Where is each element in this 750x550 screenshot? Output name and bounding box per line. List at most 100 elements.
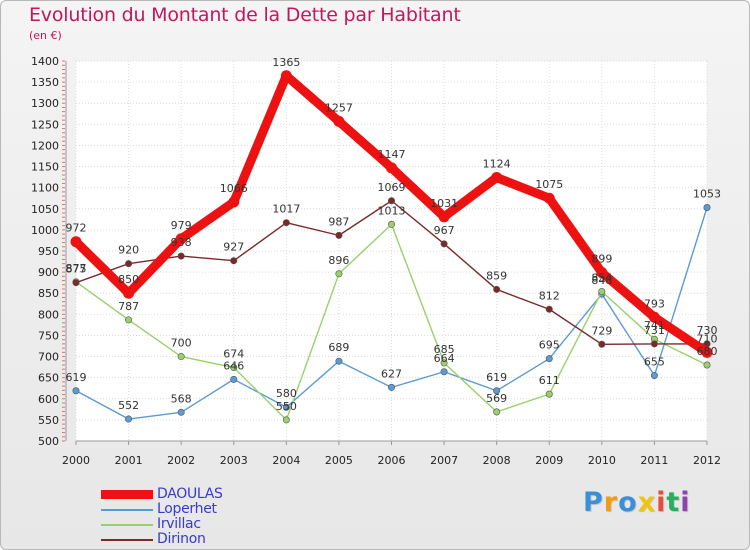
legend-item-loperhet: Loperhet bbox=[101, 501, 321, 517]
data-point-irvillac bbox=[387, 220, 395, 228]
y-tick-label: 550 bbox=[38, 414, 59, 427]
y-tick-label: 1000 bbox=[31, 224, 59, 237]
data-label-dirinon: 859 bbox=[486, 269, 507, 282]
logo-letter: i bbox=[680, 487, 691, 518]
data-point-irvillac bbox=[545, 390, 553, 398]
logo-letter: x bbox=[637, 487, 657, 518]
data-point-dirinon bbox=[598, 340, 606, 348]
y-tick-label: 650 bbox=[38, 372, 59, 385]
data-label-daoulas: 1365 bbox=[272, 56, 300, 69]
y-tick-label: 1250 bbox=[31, 118, 59, 131]
data-label-loperhet: 580 bbox=[276, 387, 297, 400]
data-label-loperhet: 619 bbox=[486, 371, 507, 384]
data-point-irvillac bbox=[440, 359, 448, 367]
x-tick-label: 2011 bbox=[640, 454, 668, 467]
data-label-irvillac: 896 bbox=[328, 254, 349, 267]
data-point-dirinon bbox=[125, 260, 133, 268]
logo-letter: r bbox=[603, 487, 619, 518]
data-label-loperhet: 655 bbox=[644, 356, 665, 369]
data-label-dirinon: 927 bbox=[223, 241, 244, 254]
y-tick-label: 800 bbox=[38, 308, 59, 321]
data-point-daoulas bbox=[438, 211, 450, 223]
data-point-daoulas bbox=[280, 70, 292, 82]
data-label-irvillac: 787 bbox=[118, 300, 139, 313]
data-point-loperhet bbox=[72, 387, 80, 395]
y-tick-label: 750 bbox=[38, 329, 59, 342]
data-point-irvillac bbox=[125, 316, 133, 324]
data-point-loperhet bbox=[335, 357, 343, 365]
data-point-irvillac bbox=[230, 364, 238, 372]
y-tick-label: 850 bbox=[38, 287, 59, 300]
chart-title: Evolution du Montant de la Dette par Hab… bbox=[29, 4, 461, 26]
data-label-loperhet: 664 bbox=[434, 352, 455, 365]
data-point-dirinon bbox=[335, 231, 343, 239]
data-label-loperhet: 627 bbox=[381, 367, 402, 380]
y-tick-label: 500 bbox=[38, 435, 59, 448]
x-tick-label: 2001 bbox=[115, 454, 143, 467]
data-label-irvillac: 1013 bbox=[378, 204, 406, 217]
data-label-irvillac: 700 bbox=[171, 337, 192, 350]
data-point-loperhet bbox=[650, 372, 658, 380]
logo-letter: o bbox=[618, 487, 638, 518]
data-label-loperhet: 619 bbox=[66, 371, 87, 384]
data-label-dirinon: 1069 bbox=[378, 181, 406, 194]
data-label-irvillac: 741 bbox=[644, 319, 665, 332]
data-point-daoulas bbox=[596, 267, 608, 279]
data-point-loperhet bbox=[493, 387, 501, 395]
data-label-irvillac: 877 bbox=[66, 262, 87, 275]
y-tick-label: 700 bbox=[38, 351, 59, 364]
y-tick-label: 1100 bbox=[31, 182, 59, 195]
y-tick-label: 1150 bbox=[31, 161, 59, 174]
data-point-irvillac bbox=[282, 416, 290, 424]
data-point-loperhet bbox=[177, 408, 185, 416]
y-tick-label: 900 bbox=[38, 266, 59, 279]
data-point-daoulas bbox=[701, 346, 713, 358]
data-label-irvillac: 550 bbox=[276, 400, 297, 413]
x-tick-label: 2008 bbox=[483, 454, 511, 467]
data-point-loperhet bbox=[230, 375, 238, 383]
data-point-dirinon bbox=[387, 197, 395, 205]
data-point-dirinon bbox=[72, 279, 80, 287]
proxiti-logo: Proxiti bbox=[583, 487, 691, 518]
legend-swatch bbox=[101, 539, 153, 541]
data-label-loperhet: 848 bbox=[591, 274, 612, 287]
data-point-dirinon bbox=[493, 285, 501, 293]
data-label-daoulas: 972 bbox=[66, 222, 87, 235]
x-tick-label: 2006 bbox=[378, 454, 406, 467]
logo-letter: t bbox=[666, 487, 681, 518]
x-tick-label: 2004 bbox=[272, 454, 300, 467]
data-point-irvillac bbox=[493, 408, 501, 416]
y-tick-label: 950 bbox=[38, 245, 59, 258]
x-tick-label: 2003 bbox=[220, 454, 248, 467]
data-label-dirinon: 730 bbox=[697, 324, 718, 337]
data-point-loperhet bbox=[545, 355, 553, 363]
data-point-loperhet bbox=[387, 383, 395, 391]
data-label-daoulas: 1124 bbox=[483, 158, 511, 171]
x-tick-label: 2007 bbox=[430, 454, 458, 467]
y-tick-label: 1200 bbox=[31, 139, 59, 152]
data-point-dirinon bbox=[177, 252, 185, 260]
data-label-daoulas: 1257 bbox=[325, 101, 353, 114]
legend-swatch bbox=[101, 524, 153, 526]
data-label-daoulas: 710 bbox=[697, 332, 718, 345]
data-point-daoulas bbox=[175, 233, 187, 245]
data-point-loperhet bbox=[440, 368, 448, 376]
legend-item-dirinon: Dirinon bbox=[101, 531, 321, 547]
data-label-daoulas: 899 bbox=[591, 253, 612, 266]
data-label-irvillac: 680 bbox=[697, 345, 718, 358]
data-label-dirinon: 987 bbox=[328, 215, 349, 228]
legend-label: Loperhet bbox=[157, 501, 217, 517]
data-label-loperhet: 646 bbox=[223, 359, 244, 372]
data-label-irvillac: 674 bbox=[223, 348, 244, 361]
data-label-dirinon: 1017 bbox=[272, 203, 300, 216]
data-label-dirinon: 938 bbox=[171, 236, 192, 249]
y-tick-label: 1350 bbox=[31, 76, 59, 89]
data-point-irvillac bbox=[703, 361, 711, 369]
data-point-daoulas bbox=[123, 287, 135, 299]
data-label-daoulas: 1147 bbox=[378, 148, 406, 161]
data-point-irvillac bbox=[598, 288, 606, 296]
legend-item-irvillac: Irvillac bbox=[101, 516, 321, 532]
data-point-irvillac bbox=[335, 270, 343, 278]
data-label-irvillac: 611 bbox=[539, 374, 560, 387]
